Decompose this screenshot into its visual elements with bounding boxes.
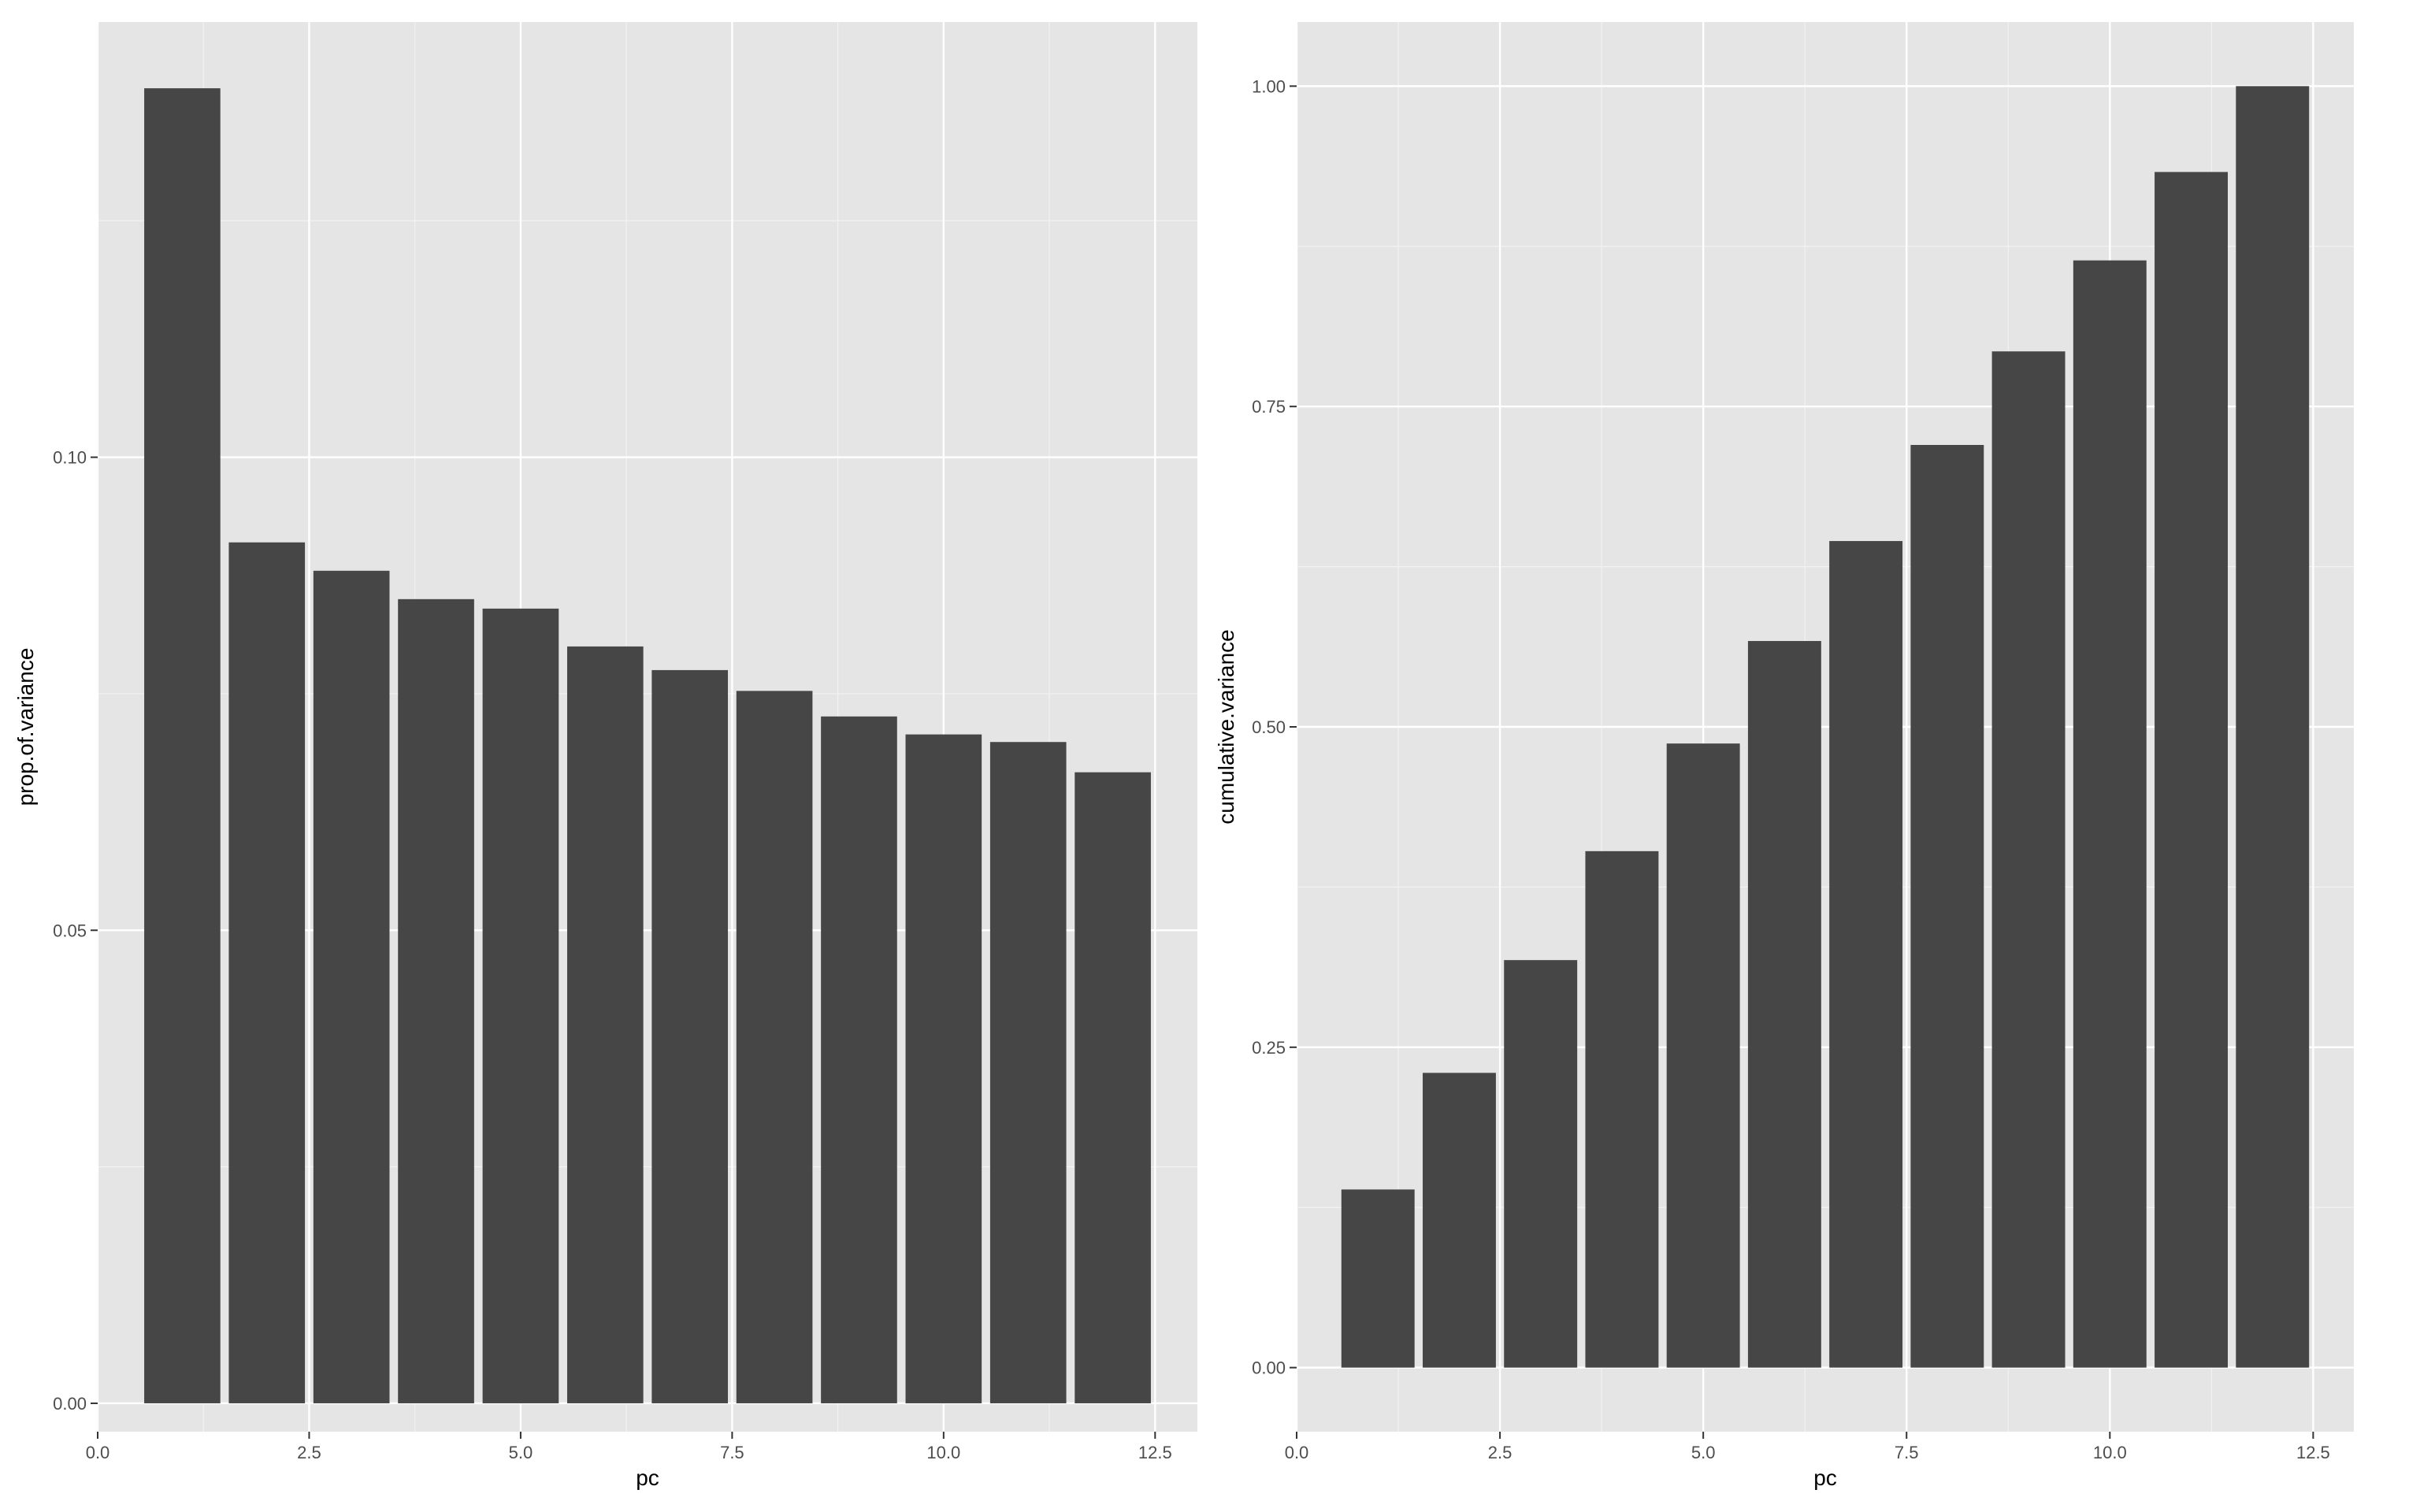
- right-bar-pc-3: [1504, 960, 1578, 1368]
- right-bar-pc-1: [1341, 1189, 1415, 1368]
- left-bar-pc-5: [482, 608, 559, 1403]
- right-bar-pc-12: [2236, 86, 2310, 1368]
- left-x-tick-label: 12.5: [1138, 1443, 1172, 1462]
- right-x-tick-label: 10.0: [2093, 1443, 2127, 1462]
- left-bar-pc-4: [398, 598, 474, 1403]
- left-bar-pc-7: [651, 669, 729, 1403]
- left-chart-prop-of-variance: 0.0 2.5 5.0 7.5 10.0 12.5 0.00 0.05 0.10 pc prop.o…: [13, 22, 1197, 1490]
- left-bar-pc-11: [989, 742, 1067, 1403]
- left-y-tick-label: 0.10: [53, 448, 87, 468]
- right-bar-pc-8: [1910, 445, 1984, 1368]
- right-bar-pc-2: [1423, 1073, 1496, 1368]
- left-bar-pc-1: [144, 88, 221, 1403]
- right-x-tick-label: 0.0: [1285, 1443, 1309, 1462]
- right-bar-pc-7: [1829, 541, 1903, 1368]
- left-x-tick-label: 5.0: [509, 1443, 533, 1462]
- right-bar-pc-5: [1666, 743, 1740, 1368]
- right-bar-pc-6: [1747, 640, 1821, 1368]
- right-x-tick-label: 7.5: [1895, 1443, 1919, 1462]
- left-bar-pc-8: [736, 691, 813, 1403]
- right-y-tick-label: 0.50: [1252, 717, 1286, 737]
- left-y-tick-label: 0.05: [53, 921, 87, 940]
- right-x-tick-label: 5.0: [1691, 1443, 1716, 1462]
- left-y-tick-label: 0.00: [53, 1394, 87, 1414]
- left-bar-pc-2: [228, 542, 306, 1403]
- left-x-tick-label: 2.5: [297, 1443, 321, 1462]
- right-bar-pc-9: [1991, 351, 2066, 1368]
- left-x-axis-title: pc: [636, 1466, 659, 1490]
- right-bar-pc-4: [1585, 850, 1659, 1368]
- right-y-tick-label: 0.00: [1252, 1358, 1286, 1378]
- left-y-axis-title: prop.of.variance: [13, 648, 38, 806]
- left-x-tick-label: 7.5: [720, 1443, 744, 1462]
- left-bar-pc-6: [566, 646, 644, 1403]
- right-chart-cumulative-variance: 0.0 2.5 5.0 7.5 10.0 12.5 0.00 0.25 0.50 0.75 1.00…: [1214, 22, 2354, 1490]
- left-bar-pc-3: [313, 570, 390, 1403]
- left-x-tick-label: 10.0: [926, 1443, 960, 1462]
- left-x-tick-label: 0.0: [86, 1443, 110, 1462]
- right-y-tick-label: 0.75: [1252, 397, 1286, 417]
- left-bar-pc-12: [1075, 772, 1151, 1403]
- left-bar-pc-9: [821, 716, 897, 1403]
- right-bar-pc-11: [2155, 172, 2228, 1368]
- right-bar-pc-10: [2073, 260, 2147, 1368]
- right-y-tick-label: 1.00: [1252, 76, 1286, 96]
- right-x-axis-title: pc: [1813, 1466, 1837, 1490]
- left-bar-pc-10: [905, 734, 982, 1403]
- right-x-tick-label: 12.5: [2296, 1443, 2330, 1462]
- right-y-axis-title: cumulative.variance: [1214, 629, 1238, 824]
- right-y-tick-label: 0.25: [1252, 1038, 1286, 1058]
- right-x-tick-label: 2.5: [1488, 1443, 1512, 1462]
